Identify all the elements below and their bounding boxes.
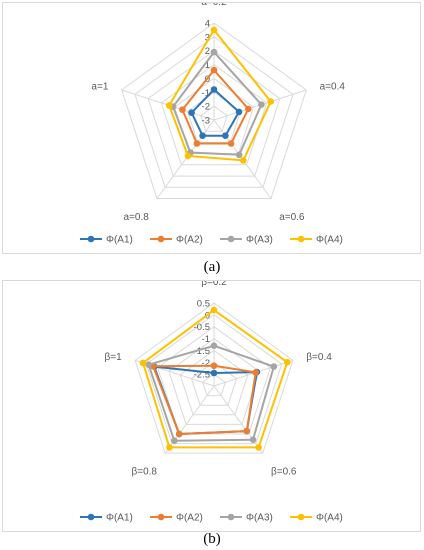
radar-chart-a-svg: 43210-1-2-3a=0.2a=0.4a=0.6a=0.8a=1Φ(A1)Φ… — [80, 3, 346, 246]
chart-a-legend-marker — [297, 235, 305, 243]
chart-a-series-line — [168, 28, 272, 162]
chart-a-tick-label: -1 — [202, 88, 210, 99]
chart-a-grid-ring — [147, 50, 281, 177]
chart-a-data-point — [165, 102, 173, 109]
chart-a-data-point — [210, 86, 218, 93]
chart-b-tick-label: -1 — [202, 334, 210, 345]
chart-a-data-point — [210, 66, 218, 74]
chart-b-series-line — [147, 344, 275, 442]
chart-b-legend-marker — [157, 513, 165, 521]
chart-a-data-point — [193, 140, 201, 147]
chart-a-data-point — [184, 152, 192, 160]
chart-a-data-point — [227, 140, 235, 147]
chart-a-data-point — [179, 106, 186, 113]
chart-b-data-point — [171, 437, 178, 444]
chart-a-series-line — [172, 51, 263, 156]
radar-chart-a: 43210-1-2-3a=0.2a=0.4a=0.6a=0.8a=1Φ(A1)Φ… — [2, 2, 421, 254]
chart-b-data-point — [210, 369, 218, 377]
caption-b: (b) — [203, 531, 221, 547]
chart-a-series-line — [190, 88, 240, 137]
chart-a-data-point — [222, 132, 229, 139]
chart-b-data-point — [243, 427, 251, 435]
chart-a-legend-label: Φ(A2) — [176, 235, 203, 246]
radar-chart-b: 0.5 0 -0.5 -1 -1.5 -2 -2.5 β=0.2 β=0.4 β=0.6 β=0.8… — [2, 280, 421, 532]
chart-b-series-line — [152, 364, 257, 435]
chart-b-legend-label: Φ(A2) — [176, 513, 203, 524]
chart-b-data-point — [166, 444, 173, 451]
chart-a-spoke — [156, 119, 215, 199]
chart-a-grid-ring — [200, 105, 228, 132]
chart-b-data-point — [139, 359, 147, 367]
chart-a-tick-label: 4 — [205, 19, 210, 30]
chart-b-tick-label: -0.5 — [194, 322, 210, 333]
chart-b-legend-label: Φ(A1) — [106, 513, 133, 524]
chart-b-data-point — [284, 358, 291, 366]
chart-a-grid-ring — [134, 36, 294, 188]
chart-a-legend-label: Φ(A1) — [106, 235, 133, 246]
chart-a-data-point — [245, 105, 252, 113]
chart-b-grid-ring — [134, 302, 294, 454]
chart-a-axis-label: a=0.4 — [320, 82, 346, 93]
chart-b-axis-label: β=1 — [105, 352, 123, 363]
chart-a-data-point — [240, 157, 247, 164]
chart-a-data-point — [188, 109, 195, 116]
chart-a-legend-marker — [227, 235, 235, 243]
chart-b-grid-ring — [202, 373, 226, 397]
chart-b-series-line — [142, 309, 289, 449]
chart-b-axis-label: β=0.4 — [306, 352, 332, 363]
chart-b-data-point — [175, 430, 183, 438]
chart-a-axis-label: a=0.8 — [123, 212, 149, 223]
chart-b-data-point — [249, 436, 257, 443]
chart-b-axis-label: β=0.2 — [201, 281, 227, 288]
chart-a-tick-label: 2 — [205, 46, 210, 57]
chart-a-legend-marker — [157, 235, 165, 243]
caption-a: (a) — [203, 259, 221, 275]
chart-b-tick-label: 0.5 — [197, 299, 210, 310]
chart-a-data-point — [199, 132, 206, 139]
chart-b-tick-label: -1.5 — [194, 346, 210, 357]
chart-b-grid-ring — [145, 314, 283, 445]
chart-b-data-point — [210, 362, 218, 370]
chart-a-axis-label: a=0.2 — [201, 3, 227, 8]
chart-b-data-point — [255, 444, 262, 451]
chart-a-legend-label: Φ(A4) — [316, 235, 343, 246]
chart-b-axis-label: β=0.6 — [271, 467, 297, 478]
chart-b-data-point — [210, 342, 218, 349]
chart-b-tick-label: -2 — [202, 358, 210, 369]
chart-a-data-point — [258, 101, 265, 108]
chart-b-data-point — [270, 363, 278, 370]
chart-b-axis-label: β=0.8 — [132, 467, 158, 478]
chart-b-data-point — [210, 306, 218, 314]
chart-b-legend-label: Φ(A4) — [316, 513, 343, 524]
chart-b-data-point — [252, 369, 259, 376]
chart-a-series-line — [181, 69, 250, 145]
chart-a-data-point — [210, 26, 218, 34]
chart-a-tick-label: 3 — [205, 32, 210, 43]
chart-a-data-point — [267, 98, 275, 105]
chart-a-tick-label: -3 — [202, 116, 210, 127]
chart-b-tick-label: -2.5 — [194, 370, 210, 381]
chart-a-grid-ring — [160, 63, 268, 166]
chart-a-tick-label: -2 — [202, 102, 210, 113]
chart-b-legend-label: Φ(A3) — [246, 513, 273, 524]
chart-a-legend-label: Φ(A3) — [246, 235, 273, 246]
chart-a-legend-marker — [87, 235, 95, 243]
chart-a-grid-ring — [121, 22, 307, 199]
chart-b-legend-marker — [87, 513, 95, 521]
chart-b-legend-marker — [227, 513, 235, 521]
chart-a-data-point — [235, 108, 243, 116]
chart-b-spoke — [213, 385, 264, 454]
chart-a-data-point — [210, 48, 218, 56]
chart-b-grid-ring — [190, 361, 238, 406]
chart-a-tick-label: 1 — [205, 60, 210, 71]
radar-chart-b-svg: 0.50-0.5-1-1.5-2-2.5β=0.2β=0.4β=0.6β=0.8… — [80, 281, 343, 524]
chart-b-data-point — [145, 361, 152, 368]
chart-a-data-point — [235, 151, 243, 159]
chart-a-axis-label: a=1 — [91, 82, 108, 93]
chart-a-axis-label: a=0.6 — [279, 212, 305, 223]
chart-b-grid-ring — [157, 326, 271, 435]
chart-b-legend-marker — [297, 513, 305, 521]
